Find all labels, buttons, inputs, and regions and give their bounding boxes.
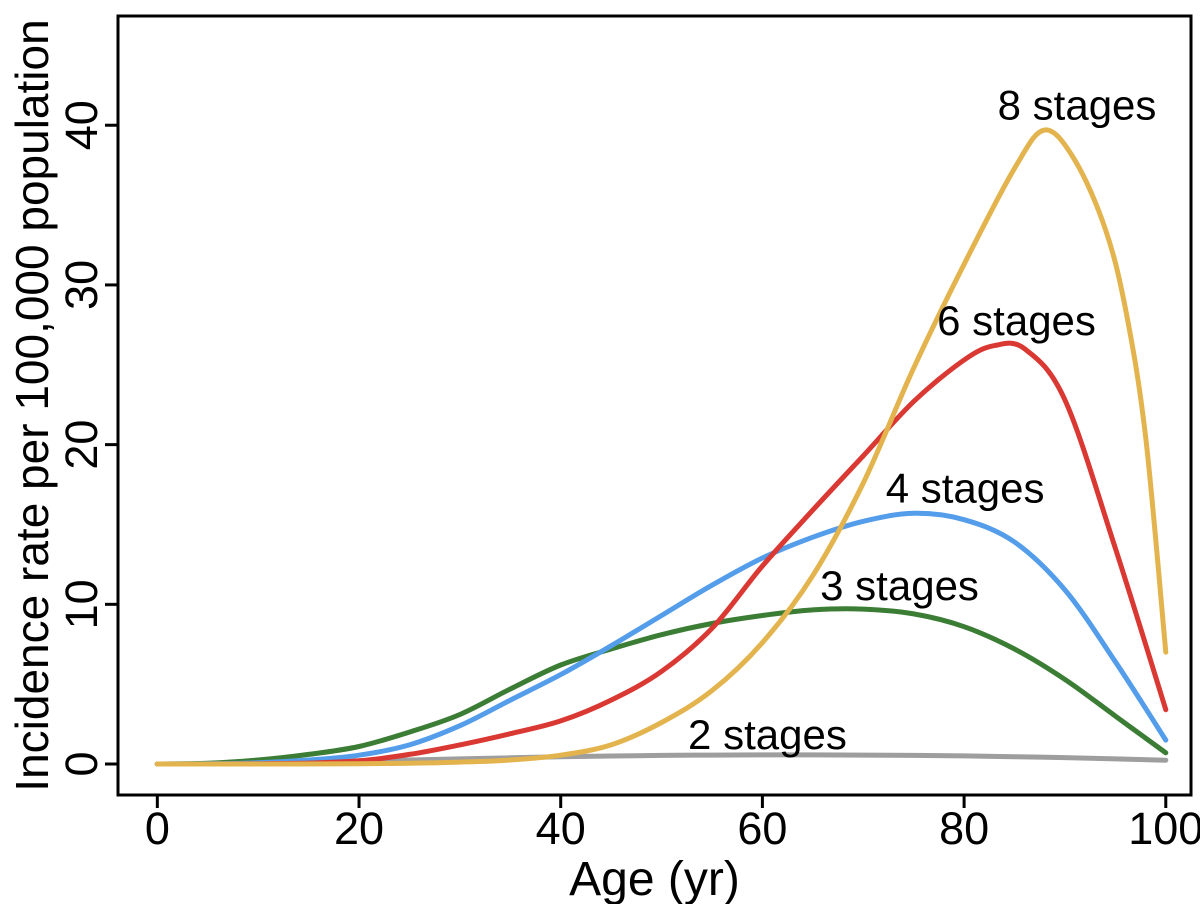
series-line-4-stages bbox=[154, 510, 1169, 767]
x-axis-tick-label: 80 bbox=[939, 803, 989, 854]
x-axis-tick-label: 20 bbox=[334, 803, 384, 854]
x-axis-tick-label: 100 bbox=[1128, 803, 1200, 854]
y-axis-tick-label: 30 bbox=[56, 260, 107, 310]
series-label-8-stages: 8 stages bbox=[998, 81, 1157, 128]
series-line-3-stages bbox=[154, 606, 1169, 767]
series-line-6-stages bbox=[154, 340, 1169, 767]
x-axis-title: Age (yr) bbox=[569, 853, 740, 904]
series-label-2-stages: 2 stages bbox=[688, 711, 847, 758]
series-line-8-stages bbox=[154, 127, 1169, 767]
y-axis-tick-label: 10 bbox=[56, 579, 107, 629]
x-axis-tick-label: 40 bbox=[536, 803, 586, 854]
plot-frame bbox=[116, 14, 1193, 797]
series-label-3-stages: 3 stages bbox=[820, 562, 979, 609]
y-axis-tick-label: 20 bbox=[56, 420, 107, 470]
y-axis-tick-label: 0 bbox=[56, 752, 107, 777]
x-axis-tick-label: 0 bbox=[145, 803, 170, 854]
series-label-6-stages: 6 stages bbox=[937, 297, 1096, 344]
y-axis-tick-label: 40 bbox=[56, 100, 107, 150]
x-axis-tick-label: 60 bbox=[737, 803, 787, 854]
y-axis-title: Incidence rate per 100,000 population bbox=[6, 19, 58, 791]
series-label-4-stages: 4 stages bbox=[886, 465, 1045, 512]
